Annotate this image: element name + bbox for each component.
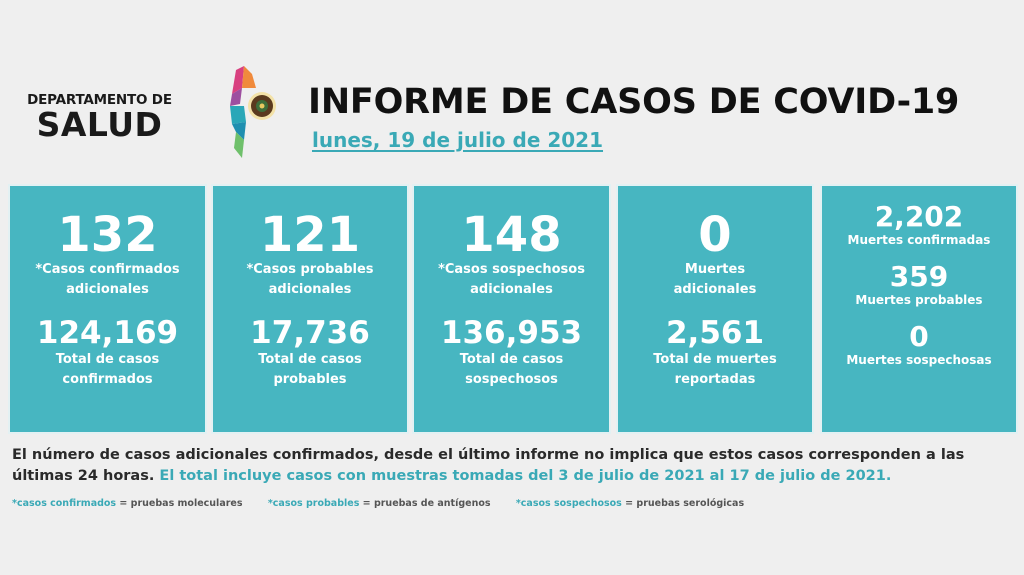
panel-confirmed-cases: 132 *Casos confirmados adicionales 124,1… bbox=[10, 186, 205, 432]
suspected-deaths-label: Muertes sospechosas bbox=[846, 353, 992, 367]
additional-deaths-label: Muertes bbox=[684, 262, 746, 277]
total-probable-label-2: probables bbox=[273, 372, 347, 387]
additional-suspected-label-2: adicionales bbox=[470, 282, 553, 297]
confirmed-deaths-label: Muertes confirmadas bbox=[847, 233, 991, 247]
additional-suspected-label: *Casos sospechosos bbox=[438, 262, 585, 277]
additional-confirmed-label-2: adicionales bbox=[66, 282, 149, 297]
department-line2: SALUD bbox=[36, 105, 163, 144]
footnote: El número de casos adicionales confirmad… bbox=[12, 445, 1012, 487]
total-confirmed-label-2: confirmados bbox=[62, 372, 153, 387]
suspected-deaths-value: 0 bbox=[909, 320, 929, 353]
total-suspected-value: 136,953 bbox=[440, 315, 583, 351]
department-logo-text: DEPARTAMENTO DE SALUD bbox=[12, 92, 187, 142]
puerto-rico-health-logo-icon bbox=[222, 66, 278, 160]
legend-value: = pruebas de antígenos bbox=[362, 498, 491, 509]
report-date-link[interactable]: lunes, 19 de julio de 2021 bbox=[312, 128, 604, 152]
legend-key: *casos probables bbox=[267, 498, 360, 509]
test-type-legend: *casos confirmados = pruebas moleculares… bbox=[12, 498, 766, 509]
panel-suspected-cases: 148 *Casos sospechosos adicionales 136,9… bbox=[414, 186, 609, 432]
page-title: INFORME DE CASOS DE COVID-19 bbox=[308, 82, 960, 122]
legend-item-suspected: *casos sospechosos = pruebas serológicas bbox=[516, 498, 744, 509]
additional-suspected-value: 148 bbox=[461, 207, 562, 263]
total-confirmed-label: Total de casos bbox=[55, 352, 160, 367]
legend-key: *casos sospechosos bbox=[515, 498, 622, 509]
footnote-highlight: El total incluye casos con muestras toma… bbox=[159, 468, 892, 484]
additional-probable-value: 121 bbox=[259, 207, 361, 263]
legend-item-probable: *casos probables = pruebas de antígenos bbox=[268, 498, 491, 509]
panel-death-breakdown: 2,202 Muertes confirmadas 359 Muertes pr… bbox=[822, 186, 1016, 432]
legend-value: = pruebas moleculares bbox=[119, 498, 243, 509]
total-deaths-label-2: reportadas bbox=[674, 372, 756, 387]
additional-confirmed-label: *Casos confirmados bbox=[35, 262, 180, 277]
additional-probable-label: *Casos probables bbox=[246, 262, 374, 277]
legend-item-confirmed: *casos confirmados = pruebas moleculares bbox=[12, 498, 243, 509]
legend-value: = pruebas serológicas bbox=[625, 498, 745, 509]
total-confirmed-value: 124,169 bbox=[36, 315, 179, 351]
total-probable-value: 17,736 bbox=[250, 315, 370, 351]
probable-deaths-value: 359 bbox=[889, 260, 949, 293]
additional-deaths-label-2: adicionales bbox=[673, 282, 757, 297]
total-suspected-label: Total de casos bbox=[459, 352, 564, 367]
panel-deaths: 0 Muertes adicionales 2,561 Total de mue… bbox=[618, 186, 812, 432]
total-probable-label: Total de casos bbox=[258, 352, 362, 367]
legend-key: *casos confirmados bbox=[12, 498, 117, 509]
department-line1: DEPARTAMENTO DE bbox=[27, 92, 172, 108]
confirmed-deaths-value: 2,202 bbox=[874, 200, 964, 233]
probable-deaths-label: Muertes probables bbox=[855, 293, 983, 307]
total-deaths-value: 2,561 bbox=[665, 315, 765, 351]
additional-deaths-value: 0 bbox=[698, 207, 732, 263]
panel-probable-cases: 121 *Casos probables adicionales 17,736 … bbox=[213, 186, 407, 432]
total-deaths-label: Total de muertes bbox=[653, 352, 777, 367]
footnote-text: El número de casos adicionales confirmad… bbox=[12, 447, 965, 484]
additional-confirmed-value: 132 bbox=[57, 207, 158, 263]
total-suspected-label-2: sospechosos bbox=[465, 372, 558, 387]
additional-probable-label-2: adicionales bbox=[268, 282, 352, 297]
